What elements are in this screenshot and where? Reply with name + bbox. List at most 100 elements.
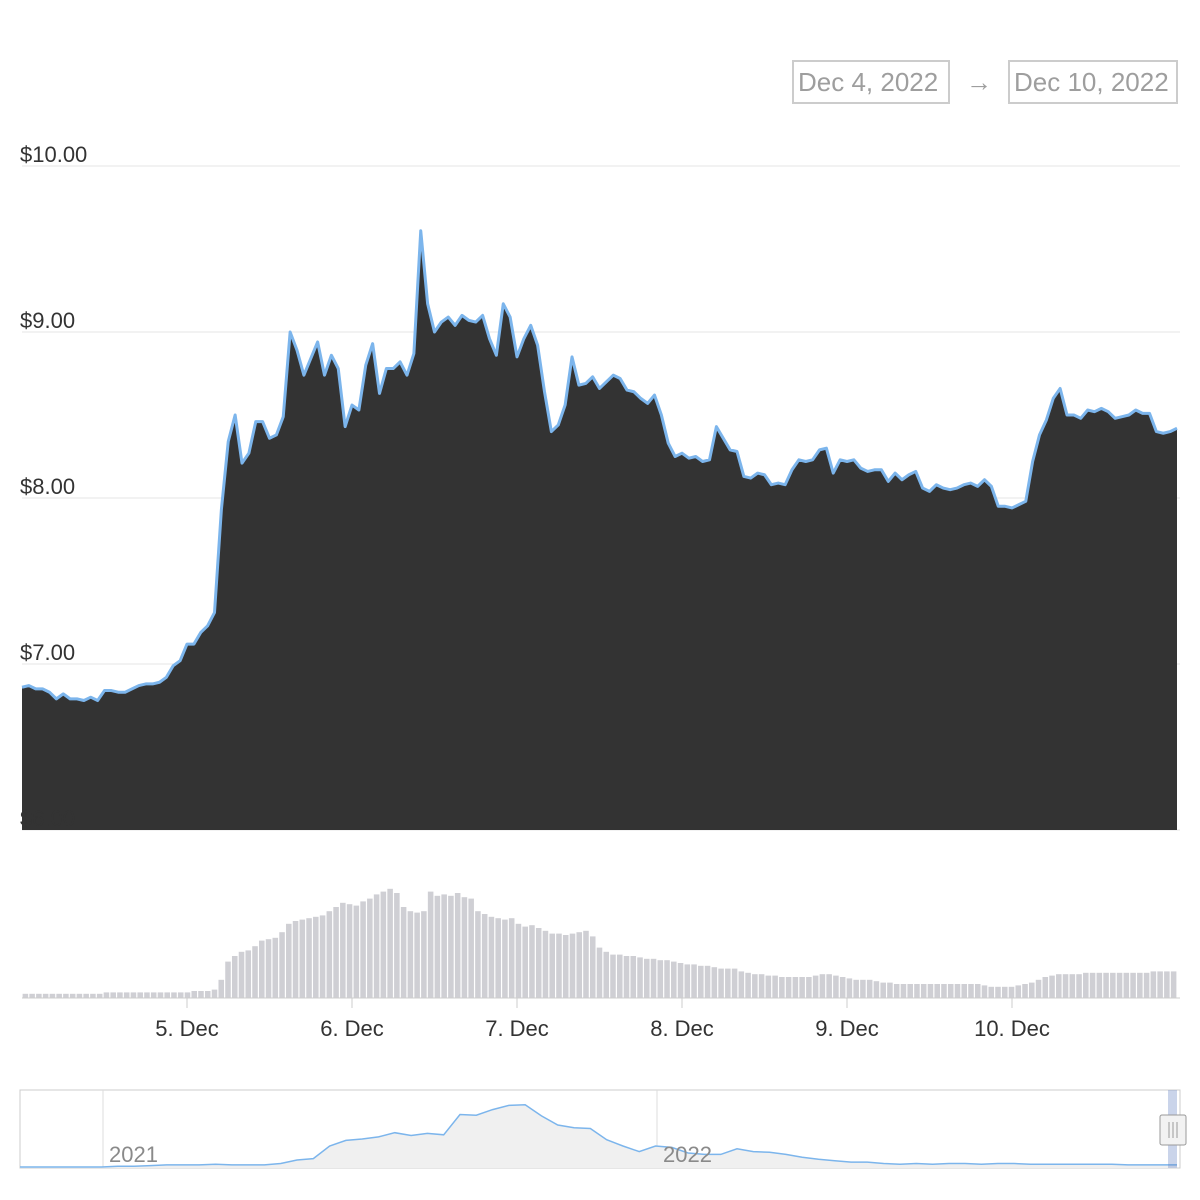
volume-bar: [123, 992, 130, 998]
volume-bar: [313, 916, 319, 998]
volume-bar: [481, 914, 488, 998]
volume-bar: [333, 907, 339, 998]
volume-bar: [427, 891, 434, 998]
volume-bar: [745, 972, 751, 998]
volume-bar: [90, 993, 96, 998]
volume-bar: [792, 977, 799, 998]
volume-bar: [556, 933, 562, 998]
volume-bar: [204, 991, 211, 998]
volume-bar: [346, 904, 353, 998]
volume-bar: [833, 975, 839, 998]
volume-bar: [1042, 977, 1049, 998]
navigator-year-label: 2022: [663, 1142, 712, 1167]
x-tick-label: 8. Dec: [650, 1016, 714, 1041]
volume-bar: [137, 992, 143, 998]
volume-bar: [880, 982, 886, 998]
x-tick-label: 10. Dec: [974, 1016, 1050, 1041]
volume-bar: [238, 951, 245, 998]
volume-bar: [130, 992, 137, 998]
price-line: [21, 229, 1178, 703]
x-axis-labels: 5. Dec 6. Dec 7. Dec 8. Dec 9. Dec 10. Dec: [155, 998, 1050, 1041]
volume-bar: [164, 992, 170, 998]
volume-bar: [839, 977, 846, 998]
volume-bar: [927, 984, 934, 998]
volume-bar: [319, 915, 326, 998]
volume-bar: [441, 894, 447, 998]
volume-bar: [785, 977, 792, 998]
date-range-selector: Dec 4, 2022 → Dec 10, 2022: [792, 60, 1178, 104]
volume-bar: [394, 893, 400, 998]
volume-bar: [475, 911, 481, 998]
volume-bar: [583, 930, 589, 998]
volume-bar: [144, 992, 150, 998]
volume-bar: [691, 964, 697, 998]
volume-bar: [522, 926, 528, 998]
volume-bar: [954, 984, 961, 998]
volume-bar: [177, 992, 184, 998]
volume-bar: [610, 954, 616, 998]
volume-bar: [1170, 971, 1177, 998]
volume-bar: [589, 936, 596, 998]
volume-bar: [968, 984, 974, 998]
volume-bar: [231, 956, 238, 998]
volume-bar: [117, 992, 123, 998]
range-arrow-icon: →: [966, 66, 992, 97]
volume-bar: [49, 993, 56, 998]
volume-bar: [367, 898, 373, 998]
volume-bar: [292, 921, 299, 998]
volume-bar: [340, 902, 346, 998]
volume-bar: [448, 895, 454, 998]
volume-bar: [1062, 974, 1069, 998]
volume-bar: [1116, 972, 1123, 998]
volume-bar: [407, 911, 414, 998]
volume-bar: [245, 950, 252, 998]
volume-bar: [731, 968, 738, 998]
volume-bar: [1164, 971, 1170, 998]
volume-bar: [502, 919, 508, 998]
volume-bar: [171, 992, 177, 998]
volume-bar: [191, 991, 198, 998]
volume-bar: [562, 935, 569, 998]
volume-bar: [1130, 972, 1136, 998]
x-tick-label: 7. Dec: [485, 1016, 549, 1041]
volume-bar: [286, 923, 292, 998]
volume-bar: [826, 974, 832, 998]
range-start-input[interactable]: Dec 4, 2022: [792, 60, 950, 104]
volume-bar: [400, 907, 407, 998]
volume-bar: [495, 918, 501, 998]
range-end-input[interactable]: Dec 10, 2022: [1008, 60, 1178, 104]
volume-bar: [42, 993, 49, 998]
volume-bar: [812, 975, 819, 998]
volume-bar: [549, 933, 555, 998]
volume-bars: [22, 888, 1177, 998]
volume-bar: [1035, 979, 1042, 998]
volume-bar: [887, 982, 893, 998]
navigator[interactable]: 2021 2022: [19, 1089, 1187, 1169]
volume-bar: [947, 984, 954, 998]
volume-bar: [211, 989, 218, 998]
volume-bar: [630, 956, 637, 998]
volume-bar: [961, 984, 968, 998]
volume-bar: [853, 979, 859, 998]
volume-bar: [387, 888, 393, 998]
volume-bar: [103, 992, 110, 998]
volume-bar: [819, 974, 826, 998]
volume-bar: [529, 925, 535, 998]
navigator-handle[interactable]: [1159, 1114, 1187, 1146]
volume-bar: [995, 986, 1001, 998]
volume-bar: [110, 992, 116, 998]
navigator-area: [20, 1104, 1177, 1168]
volume-bar: [1137, 972, 1143, 998]
volume-bar: [934, 984, 940, 998]
volume-bar: [306, 918, 312, 998]
volume-bar: [69, 993, 76, 998]
volume-bar: [488, 916, 495, 998]
volume-bar: [657, 960, 664, 998]
volume-bar: [468, 898, 474, 998]
navigator-year-label: 2021: [109, 1142, 158, 1167]
y-tick-label: $10.00: [20, 142, 87, 167]
volume-bar: [542, 930, 549, 998]
volume-bar: [218, 979, 225, 998]
volume-bar: [360, 901, 366, 998]
